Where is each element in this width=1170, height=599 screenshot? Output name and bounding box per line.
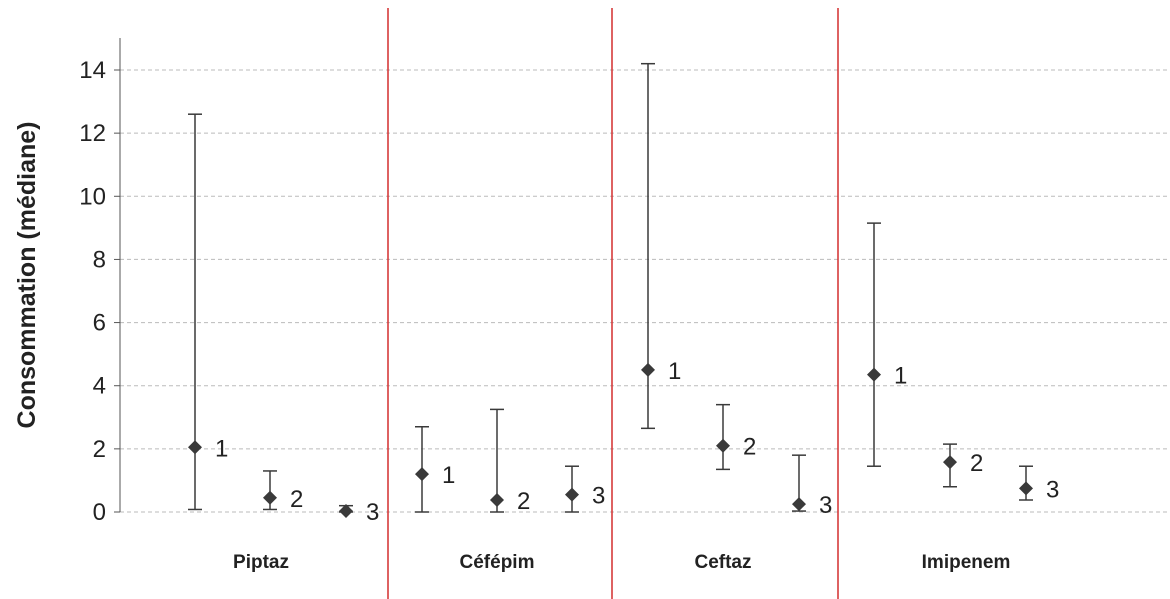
- median-marker: [263, 490, 277, 505]
- y-tick-label: 14: [79, 57, 106, 84]
- point-label: 2: [743, 434, 756, 461]
- category-label: Imipenem: [922, 552, 1011, 573]
- category-label: Céfépim: [460, 552, 535, 573]
- y-tick-label: 12: [79, 120, 106, 147]
- median-marker: [792, 497, 806, 512]
- y-axis: 0 2 4 6 8 10 12 14: [79, 38, 121, 526]
- point-label: 3: [819, 492, 832, 519]
- point-label: 1: [442, 462, 455, 489]
- median-marker: [1019, 481, 1033, 496]
- point-label: 2: [970, 450, 983, 477]
- y-tick-label: 6: [93, 310, 106, 337]
- group-separators: [387, 8, 839, 599]
- point-label: 2: [290, 486, 303, 513]
- point-label: 3: [1046, 476, 1059, 503]
- point-label: 1: [215, 435, 228, 462]
- y-tick-label: 8: [93, 246, 106, 273]
- category-label: Ceftaz: [694, 552, 751, 573]
- point-label: 1: [668, 358, 681, 385]
- grid-lines: [120, 69, 1168, 513]
- y-tick-label: 2: [93, 436, 106, 463]
- median-marker: [415, 467, 429, 482]
- y-tick-label: 0: [93, 499, 106, 526]
- point-label: 2: [517, 488, 530, 515]
- median-marker: [943, 455, 957, 470]
- plot-area: Piptaz 1 2 3 Céfépim 1 2 3 Ceftaz 1 2 3 Imipenem 1 2 3: [188, 62, 1059, 573]
- median-marker: [339, 504, 353, 519]
- point-label: 3: [366, 499, 379, 526]
- category-label: Piptaz: [233, 552, 289, 573]
- point-label: 3: [592, 483, 605, 510]
- point-label: 1: [894, 363, 907, 390]
- median-marker: [565, 487, 579, 502]
- median-marker: [716, 438, 730, 453]
- y-axis-title: Consommation (médiane): [13, 122, 41, 429]
- median-marker: [490, 493, 504, 508]
- median-marker: [641, 362, 655, 377]
- y-tick-label: 4: [93, 373, 106, 400]
- y-tick-label: 10: [79, 183, 106, 210]
- median-marker: [867, 367, 881, 382]
- median-marker: [188, 440, 202, 455]
